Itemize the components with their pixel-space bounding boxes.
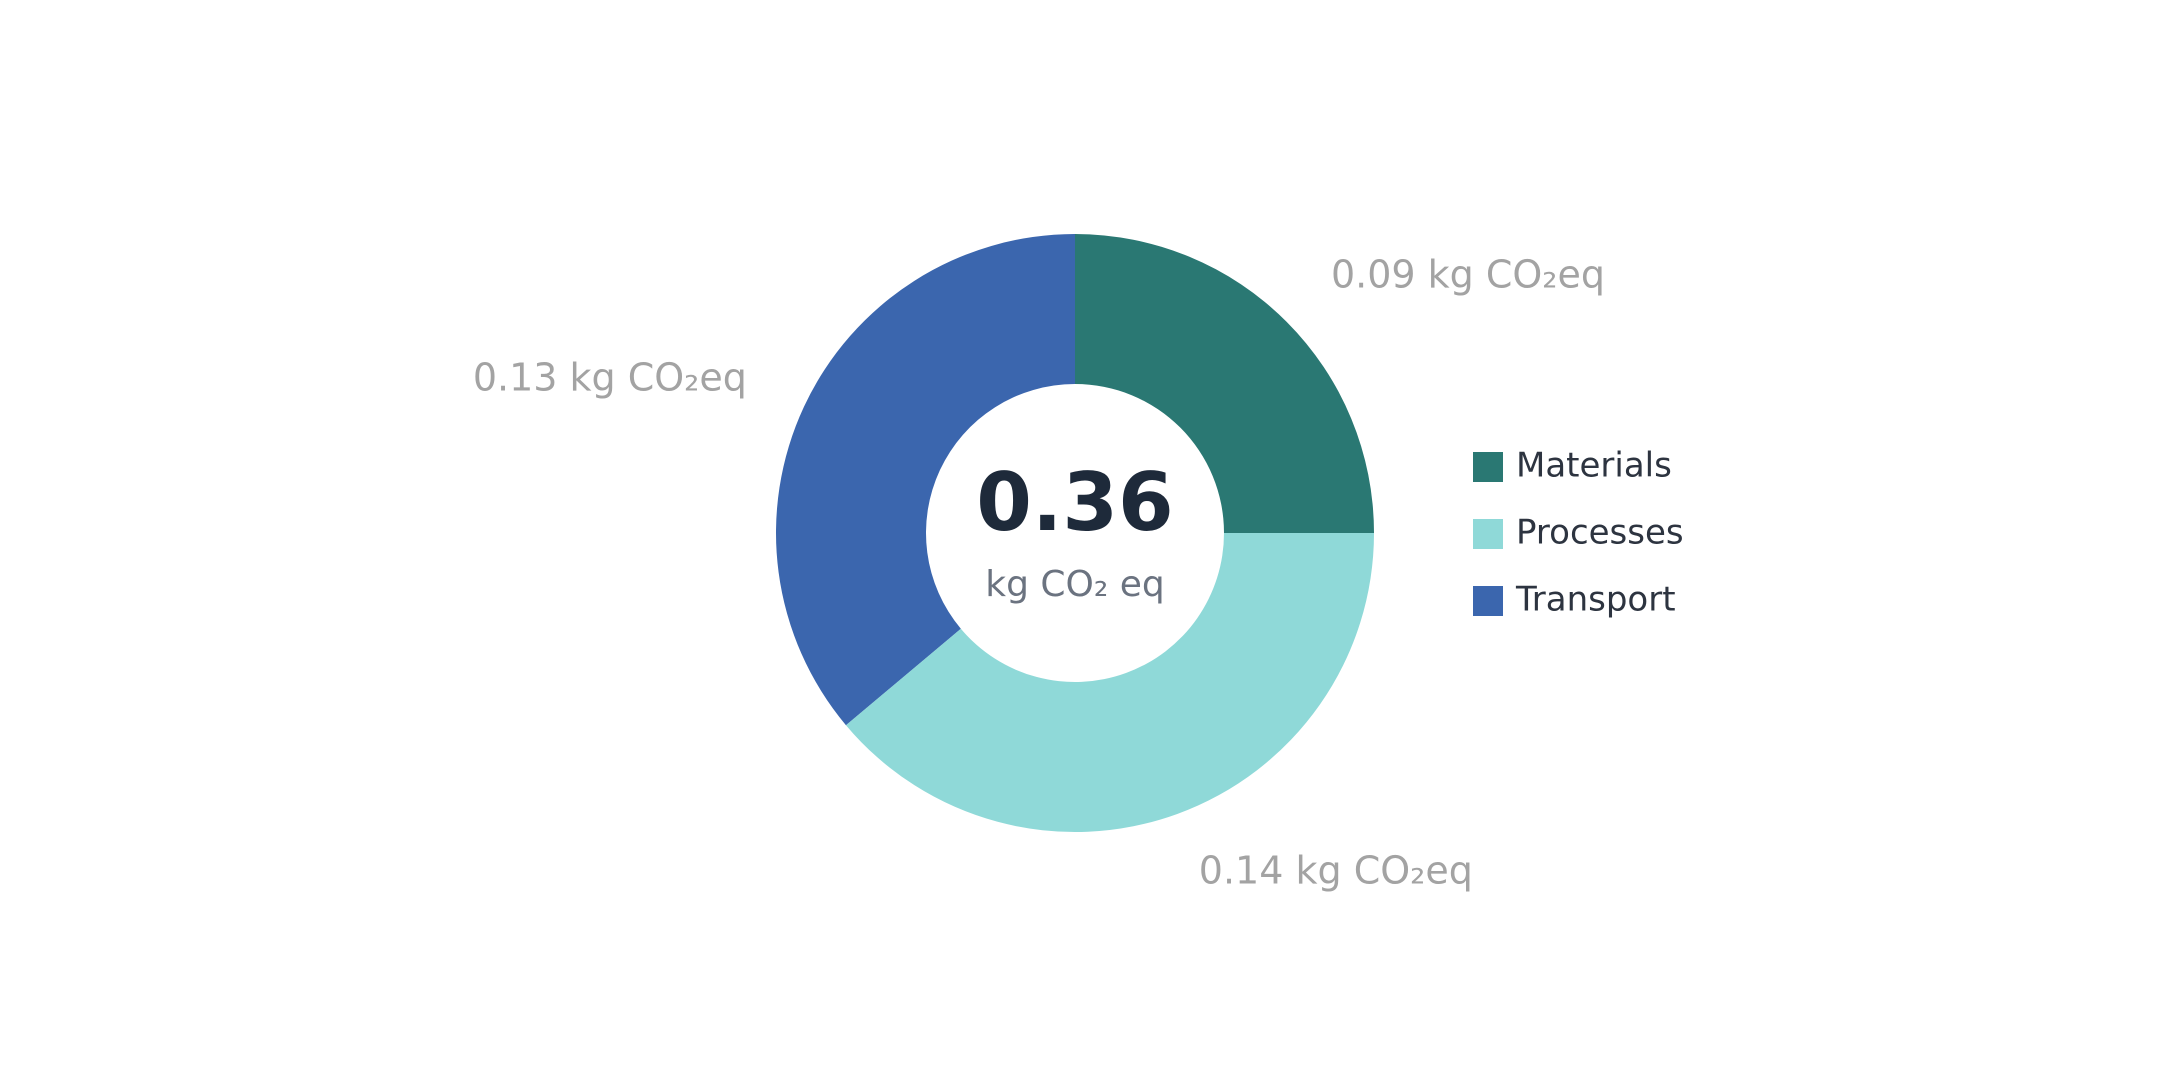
donut-slice <box>776 234 1075 726</box>
donut-slice <box>845 533 1374 833</box>
legend-label: Processes <box>1516 513 1684 553</box>
donut-slice <box>1075 234 1374 533</box>
total-value: 0.36 <box>976 456 1173 549</box>
value-label: 0.14 kg CO₂eq <box>1199 849 1473 893</box>
legend-swatch <box>1473 519 1503 549</box>
value-label: 0.13 kg CO₂eq <box>473 356 747 400</box>
legend-swatch <box>1473 452 1503 482</box>
total-unit: kg CO₂ eq <box>985 564 1165 605</box>
legend-label: Transport <box>1515 580 1676 620</box>
legend-label: Materials <box>1516 446 1672 486</box>
legend-swatch <box>1473 586 1503 616</box>
value-label: 0.09 kg CO₂eq <box>1331 253 1605 297</box>
